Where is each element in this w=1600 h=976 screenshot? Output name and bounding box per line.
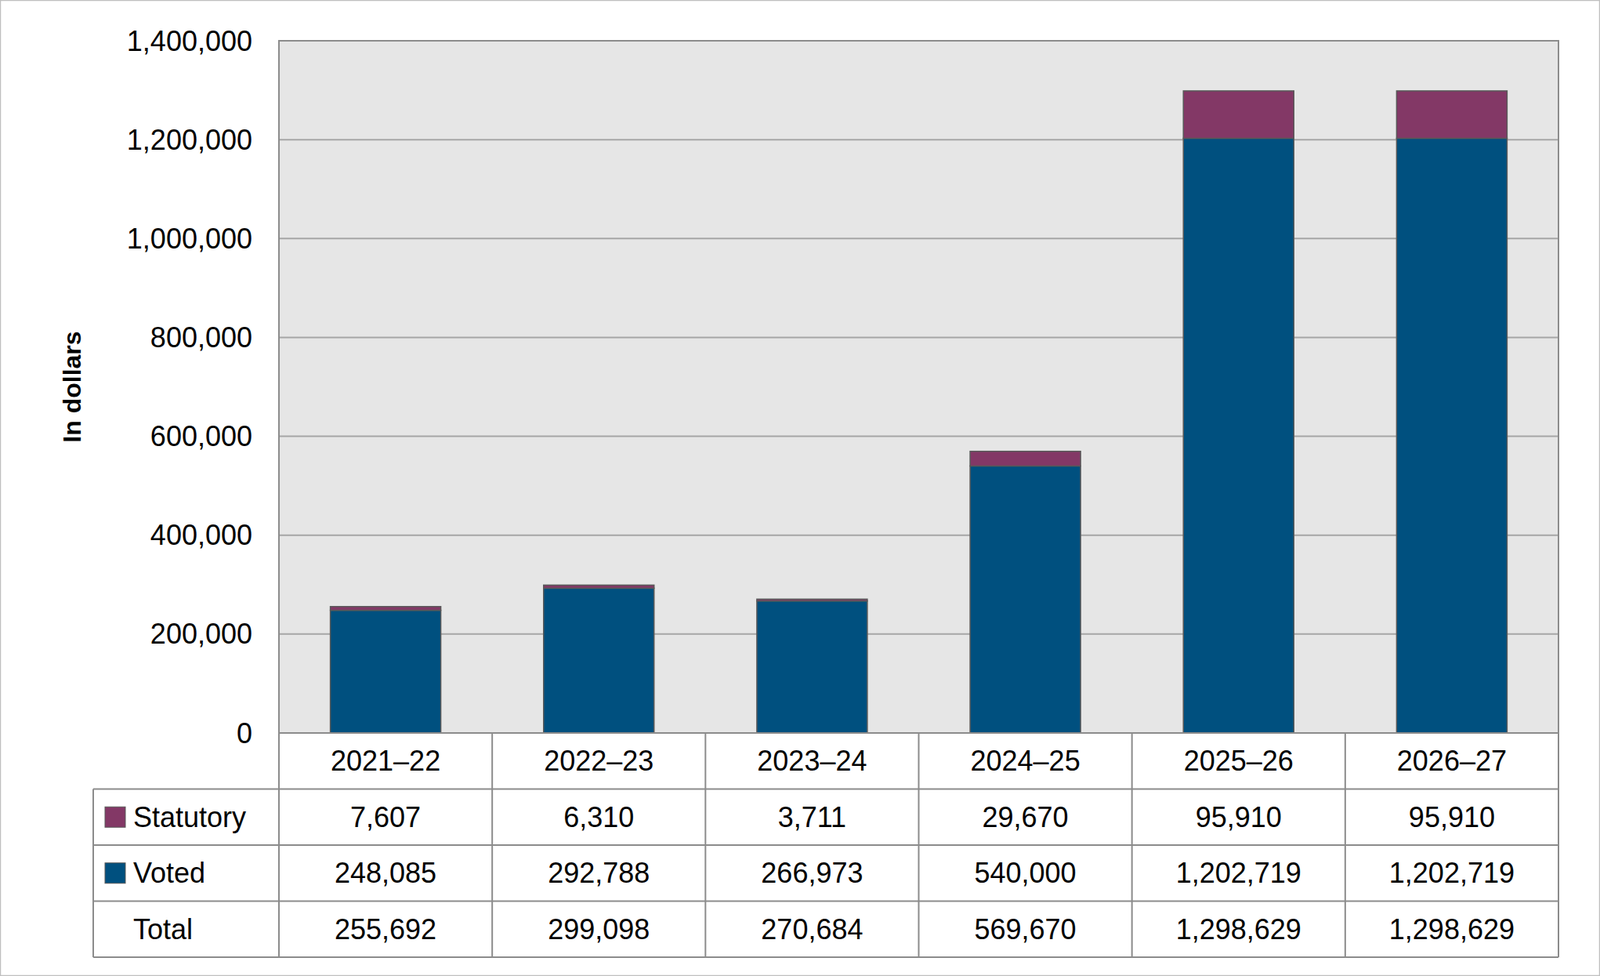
category-label: 2025–26 [1183, 744, 1294, 777]
table-line [278, 732, 280, 957]
table-line [1344, 732, 1347, 957]
total-value: 569,670 [974, 912, 1077, 945]
table-value: 3,711 [778, 800, 847, 833]
grid-line [278, 435, 1559, 438]
bar [330, 610, 442, 733]
bar [1183, 137, 1294, 733]
table-value: 29,670 [982, 800, 1069, 833]
table-value: 540,000 [974, 856, 1077, 889]
table-line [918, 732, 920, 957]
table-line [93, 788, 1559, 790]
table-value: 292,788 [547, 856, 650, 889]
bar [756, 600, 868, 733]
category-label: 2021–22 [330, 744, 441, 777]
table-value: 95,910 [1195, 800, 1282, 833]
category-label: 2026–27 [1397, 744, 1507, 777]
table-line [1131, 732, 1134, 957]
bar [970, 465, 1081, 733]
outer-frame [0, 0, 1600, 976]
grid-line [278, 534, 1559, 536]
table-line [93, 843, 1559, 846]
y-tick-label: 800,000 [150, 321, 253, 354]
total-value: 1,298,629 [1389, 912, 1515, 945]
y-tick-label: 1,000,000 [126, 222, 253, 255]
y-tick-label: 1,200,000 [126, 123, 253, 156]
y-tick-label: 200,000 [150, 617, 253, 650]
total-value: 255,692 [334, 912, 437, 945]
y-tick-label: 400,000 [150, 518, 253, 551]
bar [330, 606, 442, 611]
table-line [491, 732, 493, 957]
table-value: 266,973 [760, 856, 863, 889]
bar [1396, 90, 1507, 138]
grid-line [278, 138, 1559, 141]
table-value: 95,910 [1408, 800, 1496, 833]
bar [970, 451, 1081, 467]
table-value: 1,202,719 [1176, 856, 1302, 889]
table-line [93, 900, 1559, 902]
table-value: 6,310 [563, 800, 634, 833]
y-tick-label: 600,000 [150, 419, 253, 453]
category-label: 2022–23 [543, 744, 654, 777]
legend-swatch [104, 806, 126, 827]
bars [330, 90, 1508, 733]
bar [1183, 90, 1294, 138]
bar [543, 587, 655, 733]
y-axis-title: In dollars [57, 330, 87, 442]
category-label: 2023–24 [756, 744, 867, 777]
bar [543, 584, 655, 588]
plot-background [278, 40, 1559, 733]
total-value: 270,684 [760, 912, 863, 945]
data-table: 2021–22 2022–23 2023–24 2024–25 2025–26 2026–… [93, 732, 1559, 957]
total-label: Total [133, 912, 193, 945]
legend-swatch [104, 862, 126, 884]
grid-line [278, 237, 1559, 239]
table-line [92, 789, 95, 958]
legend-label: Voted [133, 856, 206, 889]
table-line [704, 732, 706, 957]
table-line [1557, 732, 1560, 957]
y-tick-label: 1,400,000 [126, 25, 253, 58]
plot-frame [278, 40, 1559, 733]
grid-line [278, 336, 1559, 338]
y-tick-label: 0 [236, 716, 253, 750]
bar [1396, 137, 1507, 733]
total-value: 1,298,629 [1176, 912, 1302, 945]
chart: 0 200,000 400,000 600,000 800,000 1,000,000 1,… [0, 0, 1600, 976]
table-value: 7,607 [350, 800, 421, 833]
category-label: 2024–25 [970, 744, 1081, 777]
total-value: 299,098 [547, 912, 650, 945]
legend-label: Statutory [133, 800, 247, 833]
table-line [93, 955, 1559, 958]
bar [756, 598, 868, 601]
table-value: 1,202,719 [1389, 856, 1515, 889]
grid-line [278, 633, 1559, 635]
table-value: 248,085 [334, 856, 437, 889]
